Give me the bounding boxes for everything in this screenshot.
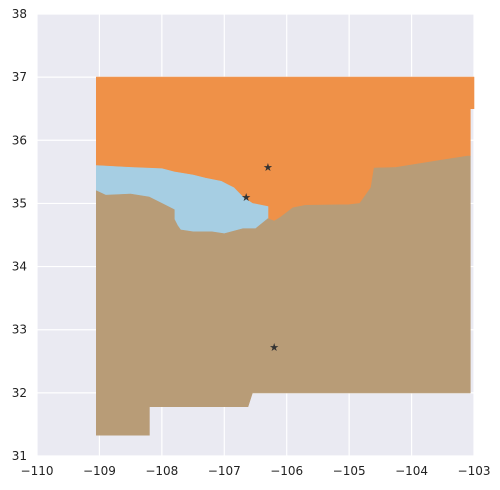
x-tick-label: −109 [83, 464, 116, 478]
x-tick-label: −108 [145, 464, 178, 478]
y-tick-label: 35 [12, 196, 27, 210]
region-south [96, 155, 471, 436]
y-tick-label: 31 [12, 449, 27, 463]
y-tick-label: 33 [12, 323, 27, 337]
y-tick-label: 36 [12, 133, 27, 147]
star-marker-icon: ★ [263, 161, 273, 174]
x-tick-label: −107 [208, 464, 241, 478]
x-tick-label: −106 [270, 464, 303, 478]
y-tick-label: 32 [12, 386, 27, 400]
x-tick-label: −110 [21, 464, 54, 478]
map-markers: ★ ★ ★ [241, 161, 279, 354]
y-tick-label: 34 [12, 260, 27, 274]
map-regions [96, 76, 475, 436]
x-tick-label: −104 [395, 464, 428, 478]
y-tick-label: 37 [12, 70, 27, 84]
y-tick-label: 38 [12, 7, 27, 21]
x-tick-label: −103 [458, 464, 491, 478]
y-axis-tick-labels: 31 32 33 34 35 36 37 38 [12, 7, 27, 463]
x-tick-label: −105 [333, 464, 366, 478]
star-marker-icon: ★ [269, 341, 279, 354]
x-axis-tick-labels: −110 −109 −108 −107 −106 −105 −104 −103 [21, 464, 491, 478]
star-marker-icon: ★ [241, 191, 251, 204]
